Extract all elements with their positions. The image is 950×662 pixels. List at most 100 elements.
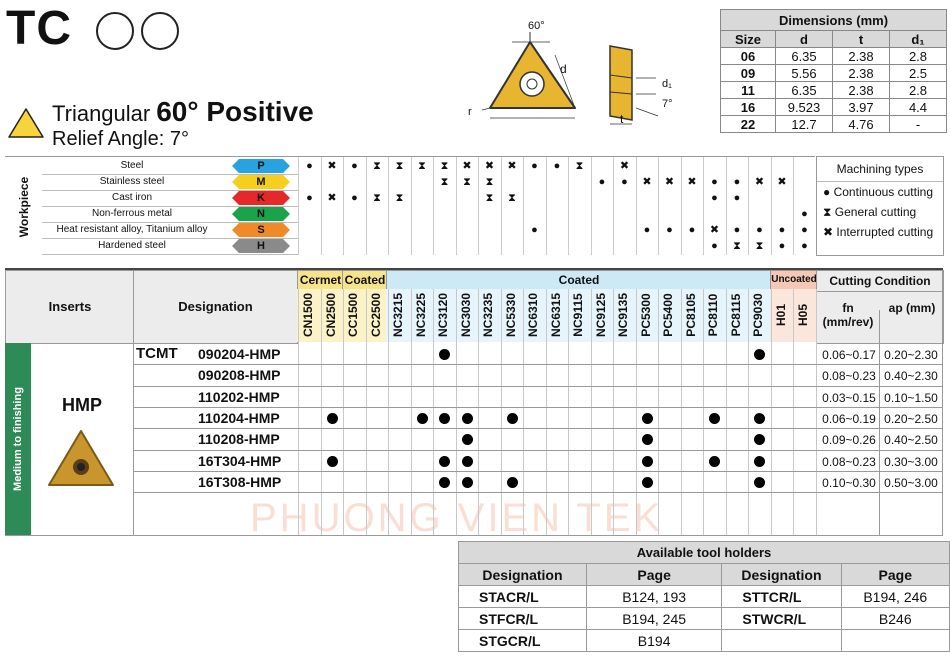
material-row: Hardened steel H: [42, 238, 298, 255]
dim-cell: 2.38: [832, 64, 890, 82]
side-label: Medium to finishing: [12, 387, 24, 491]
grade-header: PC8115: [728, 293, 743, 337]
ap-value: 0.20~2.50: [884, 411, 938, 426]
interrupted-cutting-icon: ✖: [777, 176, 787, 188]
insert-code-title: TC: [6, 2, 72, 55]
general-cutting-icon: ⧗: [373, 160, 381, 172]
grid-line: [500, 289, 502, 535]
dim-cell: 12.7: [775, 115, 833, 133]
holder-designation: STACR/L: [458, 585, 587, 608]
grade-header: CN2500: [323, 292, 338, 338]
general-cutting-icon: ⧗: [440, 160, 449, 172]
drawing-d1-label: d₁: [662, 78, 672, 90]
inserts-header-cell: Inserts: [5, 270, 135, 344]
ap-value: 0.40~2.50: [884, 433, 938, 448]
grade-header: NC3215: [391, 292, 405, 338]
grid-line: [680, 289, 682, 535]
grid-line: [523, 157, 524, 255]
recommended-grade-dot: [326, 455, 338, 467]
dim-cell: 9.523: [775, 98, 833, 116]
dim-size: 06: [720, 47, 776, 65]
grid-line: [388, 157, 389, 255]
grid-line: [613, 289, 614, 535]
recommended-grade-dot: [641, 476, 653, 488]
group-uncoated: Uncoated: [770, 270, 818, 290]
grid-line: [545, 157, 547, 255]
grid-line: [568, 157, 569, 255]
ap-header: ap (mm): [888, 301, 936, 315]
dim-cell: 3.97: [832, 98, 890, 116]
grid-line: [388, 289, 389, 535]
continuous-cutting-icon: ●: [801, 240, 808, 252]
grid-line: [635, 157, 637, 255]
tool-holders-table: Available tool holders Designation Page …: [458, 541, 950, 652]
recommended-grade-dot: [709, 455, 720, 467]
insert-drawing: [481, 32, 659, 125]
continuous-cutting-icon: ●: [351, 192, 358, 204]
grid-line: [879, 310, 880, 535]
designation: 110204-HMP: [198, 409, 280, 426]
relief-angle: Relief Angle: 7°: [52, 128, 189, 150]
insert-image: [48, 430, 114, 486]
grid-line: [725, 157, 727, 255]
recommended-grade-dot: [506, 412, 518, 424]
continuous-cutting-icon: ●: [553, 160, 561, 172]
grid-line: [942, 270, 943, 535]
grid-line: [590, 289, 592, 535]
legend-continuous: ● Continuous cutting: [823, 185, 933, 199]
continuous-cutting-icon: ●: [598, 176, 606, 188]
designation: 16T308-HMP: [198, 473, 282, 490]
ap-value: 0.40~2.30: [884, 369, 938, 384]
dim-size: 16: [720, 98, 776, 116]
insert-cell: HMP: [31, 343, 134, 536]
grade-header: NC9135: [616, 292, 630, 338]
holder-designation: STWCR/L: [721, 607, 842, 630]
dim-row: 16 9.523 3.97 4.4: [720, 98, 947, 116]
dim-cell: 2.38: [832, 81, 890, 99]
designation: 110208-HMP: [198, 431, 280, 448]
inserts-header: Inserts: [48, 299, 92, 314]
drawing-t-label: t: [620, 112, 624, 126]
holders-header: Page: [840, 563, 950, 586]
dim-cell: 2.5: [889, 64, 947, 82]
recommended-grade-dot: [461, 412, 473, 424]
general-cutting-icon: ⧗: [463, 176, 471, 188]
grade-header: CN1500: [301, 292, 315, 338]
grade-header: PC9030: [751, 293, 765, 337]
interrupted-cutting-icon: ✖: [619, 160, 630, 172]
grid-line: [410, 157, 412, 255]
fn-value: 0.08~0.23: [822, 369, 876, 384]
continuous-cutting-icon: ●: [801, 224, 808, 236]
grid-line: [703, 289, 704, 535]
recommended-grade-dot: [326, 412, 338, 424]
drawing-d-label: d: [560, 62, 567, 76]
dim-cell: 6.35: [775, 47, 833, 65]
grade-header: NC6310: [526, 292, 540, 338]
interrupted-cutting-icon: ✖: [484, 160, 495, 172]
holders-title: Available tool holders: [458, 541, 950, 564]
grade-header: NC3030: [458, 292, 473, 338]
row-divider: [133, 449, 817, 451]
fn-value: 0.08~0.23: [822, 454, 876, 469]
general-cutting-icon: ⧗: [373, 192, 381, 204]
grid-line: [545, 289, 547, 535]
interrupted-cutting-icon: ✖: [327, 192, 337, 204]
dimensions-title: Dimensions (mm): [720, 9, 947, 31]
continuous-cutting-icon: ●: [756, 224, 763, 236]
continuous-cutting-icon: ●: [643, 224, 651, 236]
grade-header: CC1500: [346, 292, 360, 338]
interrupted-cutting-icon: ✖: [507, 160, 517, 172]
grid-line: [725, 289, 727, 535]
designation: 090204-HMP: [198, 346, 281, 362]
dim-cell: 6.35: [775, 81, 833, 99]
cutting-condition-title: Cutting Condition: [817, 271, 943, 292]
iso-tag: P: [232, 159, 290, 173]
recommended-grade-dot: [439, 412, 450, 424]
watermark: PHUONG VIEN TEK: [250, 496, 664, 540]
row-divider: [133, 492, 817, 494]
material-name: Stainless steel: [99, 176, 165, 187]
continuous-cutting-icon: ●: [778, 240, 786, 252]
continuous-cutting-icon: ●: [778, 224, 786, 236]
fn-value: 0.10~0.30: [822, 475, 876, 490]
grid-line: [568, 289, 569, 535]
